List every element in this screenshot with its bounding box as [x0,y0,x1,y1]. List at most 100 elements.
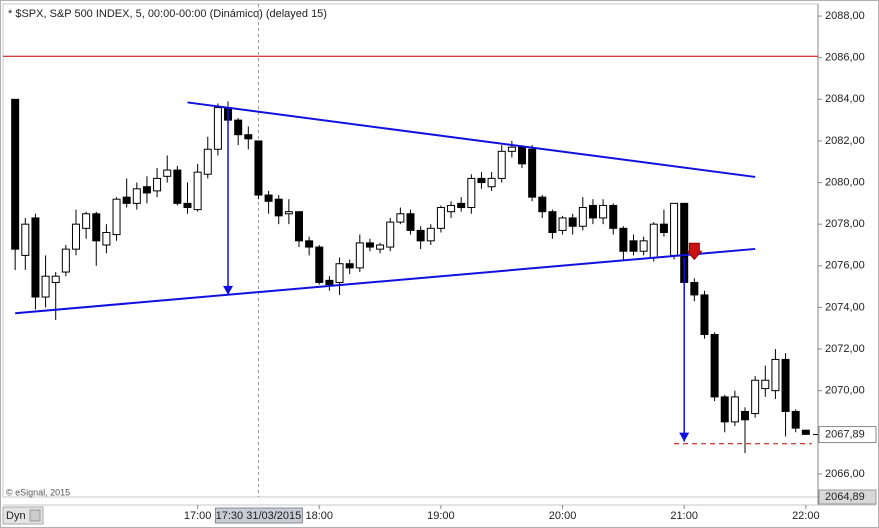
last-price-label: 2067,89 [825,428,865,440]
arrow-head [679,432,690,442]
candle-body [376,244,385,250]
candle-body [122,196,131,204]
candle-body [142,186,151,194]
candle-body [710,333,719,398]
candle-body [619,227,628,252]
candle-body [355,242,364,269]
candle-body [538,196,547,213]
y-tick-label: 2072,00 [825,343,865,355]
candle-body [649,223,658,258]
candle-body [335,263,344,283]
candle-body [457,202,466,209]
candle-body [92,213,101,242]
candle-body [21,223,30,256]
candle-body [771,358,780,392]
candle-body [254,140,263,196]
candle-body [345,263,354,269]
candle-body [558,217,567,231]
crosshair-label: 17:30 31/03/2015 [216,510,302,522]
candle-body [801,429,810,435]
candle-body [102,231,111,246]
y-tick-label: 2078,00 [825,218,865,230]
candle-body [274,198,283,217]
candle-body [700,294,709,335]
candle-body [183,202,192,209]
candle-body [720,396,729,423]
candle-body [132,188,141,204]
candle-body [599,204,608,219]
candle-body [234,119,243,136]
candle-body [244,134,253,140]
candle-body [639,240,648,252]
x-tick-label: 17:00 [184,510,212,522]
y-tick-label: 2086,00 [825,52,865,64]
candle-body [51,275,60,283]
x-tick-label: 20:00 [549,510,577,522]
axis-bottom-label: 2064,89 [825,491,865,503]
candle-body [670,202,679,256]
candle-body [568,217,577,227]
candle-body [518,146,527,165]
candle-body [477,177,486,184]
trendline [15,247,756,315]
x-tick-label: 21:00 [670,510,698,522]
candle-body [578,207,587,227]
candle-body [82,213,91,229]
candle-body [629,240,638,252]
candle-body [761,379,770,390]
tab-icon[interactable] [29,509,41,522]
axis-bottom-box [818,489,877,505]
candle-body [447,204,456,213]
candle-body [416,229,425,242]
y-tick-label: 2082,00 [825,135,865,147]
candle-body [264,194,273,202]
x-tick-label: 18:00 [306,510,334,522]
candle-body [396,213,405,223]
y-tick-label: 2088,00 [825,10,865,22]
candle-body [153,177,162,192]
candle-body [11,98,20,250]
candle-body [548,211,557,233]
last-price-box [818,426,877,444]
candle-body [741,410,750,421]
arrow-head [223,285,234,295]
candle-body [112,198,121,236]
copyright: © eSignal, 2015 [6,487,70,497]
candle-body [203,148,212,175]
candle-body [426,227,435,242]
candle-body [31,217,40,298]
candle-body [609,204,618,229]
candle-body [193,171,202,211]
candle-body [163,169,172,177]
candle-body [305,240,314,248]
candle-body [294,211,303,242]
y-tick-label: 2070,00 [825,385,865,397]
signal-marker [686,242,703,261]
y-tick-label: 2080,00 [825,176,865,188]
chart-title: * $SPX, S&P 500 INDEX, 5, 00:00-00:00 (D… [8,8,327,20]
tab-label[interactable]: Dyn [6,510,26,522]
candle-body [325,279,334,286]
candle-body [588,204,597,219]
candle-body [751,379,760,415]
candle-body [528,148,537,198]
candle-body [507,146,516,152]
trendline [187,101,756,178]
candle-body [730,396,739,423]
candle-body [61,248,70,273]
candle-body [71,223,80,250]
candle-body [284,211,293,215]
candle-body [173,169,182,204]
candle-body [497,150,506,179]
candle-body [690,281,699,296]
candle-body [406,213,415,231]
crosshair-label-box [214,507,303,524]
y-tick-label: 2076,00 [825,260,865,272]
x-tick-label: 22:00 [792,510,820,522]
candle-body [467,177,476,209]
y-tick-label: 2084,00 [825,93,865,105]
candle-body [213,107,222,150]
candle-body [659,223,668,233]
candle-body [436,207,445,229]
